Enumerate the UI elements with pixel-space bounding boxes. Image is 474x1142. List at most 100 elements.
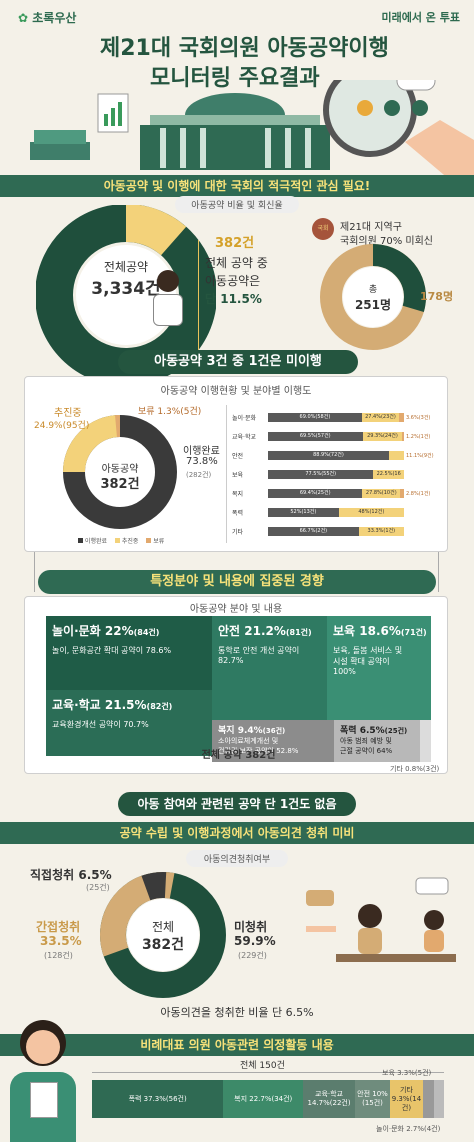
assembly-seal-icon: 국회 (312, 218, 334, 240)
field-bar-segment (388, 451, 404, 460)
treemap-care: 보육 18.6%(71건) 보육, 돌봄 서비스 및 시설 확대 공약이 100… (327, 616, 431, 720)
treemap-violence: 폭력 6.5%(25건) 아동 범죄 예방 및 근절 공약이 64% (334, 720, 420, 762)
field-bar-label: 복지 (232, 491, 244, 498)
none-pct: 59.9% (234, 934, 276, 948)
hold-label: 보류 1.3%(5건) (138, 407, 202, 417)
field-bars: 놀이·문화 69.0%(58건) 27.4%(23건) 3.6%(3건) 교육·학교 69… (232, 408, 442, 541)
member-text-2: 국회의원 70% 미회신 (340, 236, 433, 247)
direct-label: 직접청취 6.5% (30, 868, 112, 882)
callout-line (198, 240, 199, 360)
brand-logo-right: 미래에서 온 투표 (381, 11, 461, 24)
field-bar-segment: 66.7%(2건) (268, 527, 359, 536)
field-bar-label: 교육·학교 (232, 434, 256, 441)
desc-line3: 단 11.5% (205, 292, 262, 306)
section6-headline: 비례대표 의원 아동관련 의정활동 내용 (0, 1034, 474, 1056)
treemap-etc (420, 720, 431, 762)
field-bar-side-label: 1.2%(1건) (406, 434, 431, 440)
child-figure (148, 270, 188, 330)
section2-headline: 아동공약 3건 중 1건은 미이행 (118, 350, 358, 374)
field-bar-segment: 77.5%(55건) (268, 470, 374, 479)
field-bar-segment: 27.4%(23건) (361, 413, 400, 422)
section4-headline: 아동 참여와 관련된 공약 단 1건도 없음 (118, 792, 356, 816)
field-bar-row: 폭력 52%(13건) 48%(12건) (232, 503, 442, 522)
field-bar-side-label: 2.8%(1건) (406, 491, 431, 497)
classroom-illustration (306, 877, 456, 962)
indirect-pct: 33.5% (40, 934, 82, 948)
no-reply-count: 178명 (420, 290, 454, 303)
field-bar-segment: 22.5%(16건) (373, 470, 404, 479)
direct-count: (25건) (86, 883, 110, 892)
field-bar-label: 놀이·문화 (232, 415, 256, 422)
page-title-line1: 제21대 국회의원 아동공약이행 (100, 36, 389, 61)
field-bar-row: 교육·학교 69.5%(57건) 29.3%(24건) 1.2%(1건) (232, 427, 442, 446)
field-bar-segment (402, 432, 404, 441)
status-donut (63, 414, 177, 529)
member-text-1: 제21대 지역구 (340, 222, 402, 233)
girl-illustration (0, 1010, 86, 1142)
header: ✿ 초록우산 미래에서 온 투표 제21대 국회의원 아동공약이행 모니터링 주… (0, 0, 474, 180)
side-connector-left (34, 552, 35, 592)
listening-donut (100, 872, 226, 998)
donut-center-2: 382건 (100, 477, 140, 492)
section5-pill: 아동의견청취여부 (186, 850, 288, 867)
s6-bar-segment: 폭력 37.3%(56건) (92, 1080, 224, 1118)
divider-vertical (226, 405, 227, 543)
field-bar-segment: 52%(13건) (268, 508, 339, 517)
page-title-line2: 모니터링 주요결과 (150, 66, 320, 91)
field-bar-segment: 88.9%(72건) (268, 451, 389, 460)
s6-total-line (92, 1072, 444, 1073)
listen-center-1: 전체 (151, 920, 175, 934)
none-label: 미청취 (234, 920, 268, 934)
status-legend: 이행완료 추진중 보류 (78, 536, 164, 545)
s6-bar-segment: 교육·학교 14.7%(22건) (303, 1080, 355, 1118)
field-bar-label: 안전 (232, 453, 244, 460)
donut-label: 전체공약 (103, 260, 149, 274)
brand-logo-left: ✿ 초록우산 (18, 11, 77, 25)
s6-bar-segment: 기타 9.3%(14건) (390, 1080, 423, 1118)
s6-bar-segment: 안전 10%(15건) (354, 1080, 391, 1118)
child-pledge-count: 382건 (215, 236, 255, 251)
section2-subtitle: 아동공약 이행현황 및 분야별 이행도 (160, 386, 312, 397)
section1-headline: 아동공약 및 이행에 대한 국회의 적극적인 관심 필요! (0, 175, 474, 197)
desc-line2: 아동공약은 (205, 274, 261, 288)
indirect-label: 간접청취 (36, 920, 81, 934)
desc-line1: 전체 공약 중 (205, 256, 268, 270)
field-bar-row: 보육 77.5%(55건)22.5%(16건) (232, 465, 442, 484)
s6-bar-segment (434, 1080, 444, 1118)
field-bar-row: 놀이·문화 69.0%(58건) 27.4%(23건) 3.6%(3건) (232, 408, 442, 427)
field-bar-segment: 48%(12건) (338, 508, 404, 517)
listen-bottom-text: 아동의견을 청취한 비율 단 6.5% (160, 1006, 314, 1019)
field-bar-side-label: 3.6%(3건) (406, 415, 431, 421)
field-bar-row: 기타 66.7%(2건) 33.3%(1건) (232, 522, 442, 541)
donut-value: 3,334건 (91, 279, 161, 299)
promoting-label: 추진중 (54, 408, 82, 419)
field-bar-segment: 33.3%(1건) (358, 527, 404, 536)
listen-center-2: 382건 (141, 937, 185, 953)
s6-bar-segment (422, 1080, 435, 1118)
field-bar-label: 보육 (232, 472, 244, 479)
s6-bar-segment: 복지 22.7%(34건) (223, 1080, 304, 1118)
treemap-welfare: 복지 9.4%(36건) 소아의료체계개선 및 건강권 보장 공약이 52.8% (212, 720, 334, 762)
side-connector-right (438, 552, 439, 592)
field-bar-segment (399, 413, 404, 422)
indirect-count: (128건) (44, 951, 73, 960)
field-bar-segment (400, 489, 404, 498)
field-bar-segment: 29.3%(24건) (362, 432, 403, 441)
assembly-illustration (30, 80, 474, 180)
section3-headline: 특정분야 및 내용에 집중된 경향 (38, 570, 436, 594)
completed-label: 이행완료 (183, 446, 220, 457)
field-bar-segment: 69.5%(57건) (268, 432, 363, 441)
treemap-etc-label: 기타 0.8%(3건) (390, 765, 440, 773)
promoting-value: 24.9%(95건) (34, 421, 90, 431)
field-bar-row: 안전 88.9%(72건) 11.1%(9건) (232, 446, 442, 465)
field-bar-label: 기타 (232, 529, 244, 536)
completed-count: (282건) (186, 471, 212, 479)
none-count: (229건) (238, 951, 267, 960)
s6-stacked-bar: 폭력 37.3%(56건) 복지 22.7%(34건) 교육·학교 14.7%(22… (92, 1080, 444, 1118)
section3-subtitle: 아동공약 분야 및 내용 (189, 604, 283, 615)
s6-play-note: 놀이·문화 2.7%(4건) (376, 1125, 441, 1133)
field-bar-segment: 69.4%(25건) (268, 489, 363, 498)
donut-center-1: 아동공약 (101, 464, 139, 475)
field-bar-segment: 69.0%(58건) (268, 413, 362, 422)
completed-value: 73.8% (186, 456, 218, 467)
